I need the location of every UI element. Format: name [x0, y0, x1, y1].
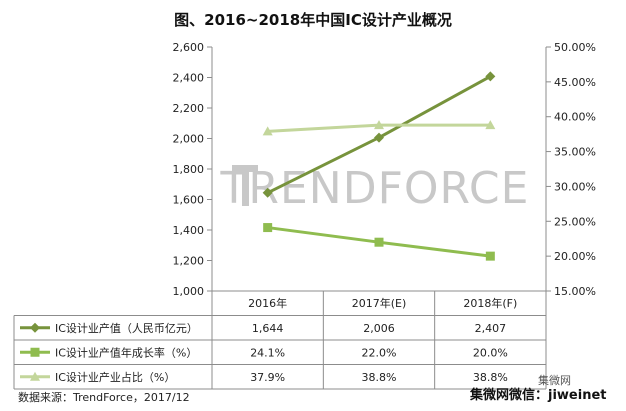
trendforce-watermark: TRENDFORCE — [220, 163, 530, 214]
left-tick-label: 1,000 — [173, 285, 205, 298]
wechat-logo: 集微网 — [538, 374, 571, 387]
category-label: 2017年(E) — [352, 296, 407, 310]
category-label: 2016年 — [248, 296, 287, 310]
left-tick-label: 2,600 — [173, 41, 205, 54]
table-cell-value: 24.1% — [250, 346, 285, 359]
right-tick-label: 25.00% — [554, 215, 596, 228]
series-point — [263, 223, 273, 233]
source-note: 数据来源：TrendForce，2017/12 — [18, 391, 190, 404]
right-tick-label: 35.00% — [554, 146, 596, 159]
legend-label: IC设计业产业占比（%） — [55, 370, 175, 384]
series-point — [262, 187, 273, 198]
right-tick-label: 45.00% — [554, 76, 596, 89]
left-tick-label: 2,400 — [173, 72, 205, 85]
table-cell-value: 22.0% — [362, 346, 397, 359]
series-point — [485, 120, 496, 130]
right-tick-label: 40.00% — [554, 111, 596, 124]
watermark-logo-bar-top — [232, 165, 258, 172]
left-tick-label: 1,200 — [173, 255, 205, 268]
table-cell-value: 37.9% — [250, 371, 285, 384]
left-tick-label: 2,000 — [173, 133, 205, 146]
table-cell-value: 38.8% — [473, 371, 508, 384]
legend-marker — [30, 347, 40, 357]
right-tick-label: 30.00% — [554, 180, 596, 193]
series-point — [262, 126, 273, 136]
left-tick-label: 1,400 — [173, 224, 205, 237]
table-cell-value: 38.8% — [362, 371, 397, 384]
legend-label: IC设计业产值年成长率（%） — [55, 345, 197, 359]
chart-title: 图、2016~2018年中国IC设计产业概况 — [174, 11, 452, 29]
series-point — [374, 237, 384, 247]
watermark-logo-bar-stem — [242, 172, 249, 206]
series-point — [374, 132, 384, 143]
series-point — [485, 71, 496, 82]
right-tick-label: 20.00% — [554, 250, 596, 263]
left-tick-label: 2,200 — [173, 102, 205, 115]
wechat-credit: 集微网微信：jiweinet — [470, 388, 607, 403]
table-cell-value: 2,407 — [475, 322, 507, 335]
right-tick-label: 15.00% — [554, 285, 596, 298]
legend-label: IC设计业产值（人民币亿元） — [55, 321, 198, 335]
series-point — [485, 251, 495, 261]
legend-marker — [30, 322, 40, 333]
left-tick-label: 1,800 — [173, 163, 205, 176]
table-cell-value: 1,644 — [252, 322, 284, 335]
category-label: 2018年(F) — [463, 296, 517, 310]
table-cell-value: 20.0% — [473, 346, 508, 359]
right-tick-label: 50.00% — [554, 41, 596, 54]
table-cell-value: 2,006 — [363, 322, 395, 335]
left-tick-label: 1,600 — [173, 194, 205, 207]
legend-marker — [30, 371, 40, 381]
series-point — [374, 120, 384, 130]
